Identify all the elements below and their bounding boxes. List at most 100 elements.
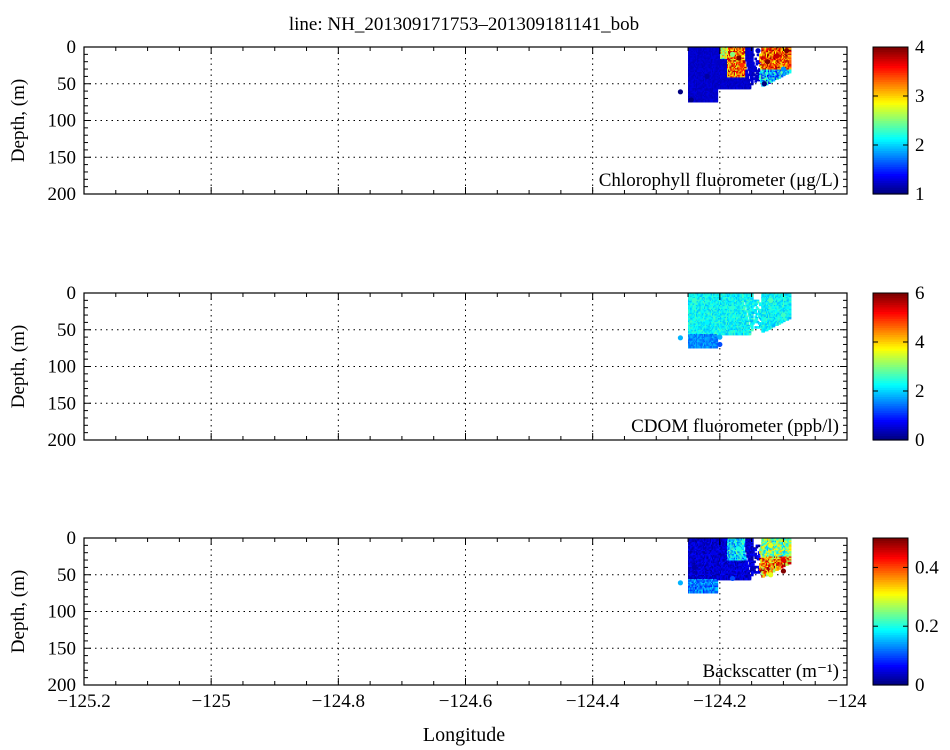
data-cell xyxy=(743,306,746,309)
data-cell xyxy=(752,62,755,66)
y-axis-label: Depth, (m) xyxy=(8,79,29,162)
colorbar-segment xyxy=(873,166,908,170)
data-cell xyxy=(748,332,752,336)
colorbar-tick-label: 3 xyxy=(915,86,925,107)
colorbar-segment xyxy=(873,67,908,71)
colorbar-segment xyxy=(873,182,908,186)
colorbar-segment xyxy=(873,53,908,57)
data-cell xyxy=(754,303,757,307)
data-cell xyxy=(751,60,754,63)
data-cell xyxy=(747,324,751,328)
y-tick-label: 100 xyxy=(48,111,77,132)
data-cell xyxy=(754,57,757,61)
colorbar-segment xyxy=(873,134,908,138)
data-cell xyxy=(752,322,755,325)
data-cell xyxy=(715,99,719,103)
data-cell xyxy=(752,304,755,308)
colorbar-segment xyxy=(873,106,908,110)
data-cell xyxy=(715,98,719,102)
colorbar-segment xyxy=(873,79,908,83)
panel-annotation: Chlorophyll fluorometer (μg/L) xyxy=(599,170,839,191)
colorbar-segment xyxy=(873,157,908,161)
figure-title: line: NH_201309171753–201309181141_bob xyxy=(289,14,639,35)
ticks xyxy=(83,46,848,195)
colorbar-segment xyxy=(873,97,908,101)
data-cell xyxy=(751,49,754,53)
data-cell xyxy=(751,318,754,321)
data-point xyxy=(729,51,736,57)
colorbar-segment xyxy=(873,177,908,181)
colorbar-segment xyxy=(873,111,908,115)
data-cell xyxy=(747,80,751,83)
data-point xyxy=(783,48,790,54)
colorbar-segment xyxy=(873,99,908,103)
data-cell xyxy=(759,303,762,307)
colorbar-segment xyxy=(873,184,908,188)
data-cell xyxy=(753,73,756,77)
colorbar-segment xyxy=(873,159,908,163)
colorbar-segment xyxy=(873,74,908,78)
data-cell xyxy=(788,70,792,74)
data-cell xyxy=(752,69,755,73)
colorbar-segment xyxy=(873,72,908,76)
data-cell xyxy=(754,326,757,329)
data-cell xyxy=(755,302,759,305)
data-section xyxy=(677,47,792,103)
colorbar-tick-label: 2 xyxy=(915,135,925,156)
data-cell xyxy=(741,53,745,57)
data-point xyxy=(761,81,767,87)
data-cell xyxy=(715,335,719,338)
data-cell xyxy=(788,49,792,53)
data-cell xyxy=(754,69,757,73)
colorbar-segment xyxy=(873,136,908,140)
grid xyxy=(84,47,847,194)
data-cell xyxy=(757,61,761,65)
data-cell xyxy=(751,294,754,297)
data-cell xyxy=(741,54,745,58)
colorbar-segment xyxy=(873,191,908,195)
data-cell xyxy=(748,84,752,87)
data-point xyxy=(739,62,745,68)
data-cell xyxy=(745,72,748,75)
colorbar-segment xyxy=(873,122,908,126)
data-cell xyxy=(751,82,754,86)
data-cell xyxy=(788,57,792,61)
data-point xyxy=(704,73,710,79)
data-cell xyxy=(755,76,759,79)
data-cell xyxy=(757,326,761,329)
x-axis-label: Longitude xyxy=(423,724,505,746)
colorbar-segment xyxy=(873,120,908,124)
data-cell xyxy=(752,72,755,75)
data-cell xyxy=(752,53,755,57)
colorbar-segment xyxy=(873,168,908,172)
colorbar-segment xyxy=(873,148,908,151)
data-cell xyxy=(744,66,747,70)
colorbar-segment xyxy=(873,164,908,168)
data-cell xyxy=(715,94,719,98)
data-cell xyxy=(752,61,755,65)
data-cell xyxy=(748,86,752,90)
colorbar-segment xyxy=(873,95,908,99)
colorbar-frame xyxy=(872,46,909,195)
colorbar-segment xyxy=(873,56,908,60)
colorbar-segment xyxy=(873,175,908,179)
data-cell xyxy=(756,312,760,316)
colorbar-segment xyxy=(873,51,908,55)
y-tick-label: 150 xyxy=(48,147,77,168)
colorbar-segment xyxy=(873,161,908,165)
colorbar-segment xyxy=(873,86,908,89)
data-cell xyxy=(752,311,755,315)
data-cell xyxy=(753,302,756,305)
colorbar-segment xyxy=(873,76,908,80)
data-cell xyxy=(746,77,749,80)
colorbar-segment xyxy=(873,113,908,117)
data-cell xyxy=(751,316,754,320)
data-point xyxy=(774,53,780,59)
data-cell xyxy=(751,295,754,299)
data-cell xyxy=(756,307,760,311)
colorbar-segment xyxy=(873,109,908,112)
data-cell xyxy=(751,328,754,332)
data-cell xyxy=(751,298,754,301)
